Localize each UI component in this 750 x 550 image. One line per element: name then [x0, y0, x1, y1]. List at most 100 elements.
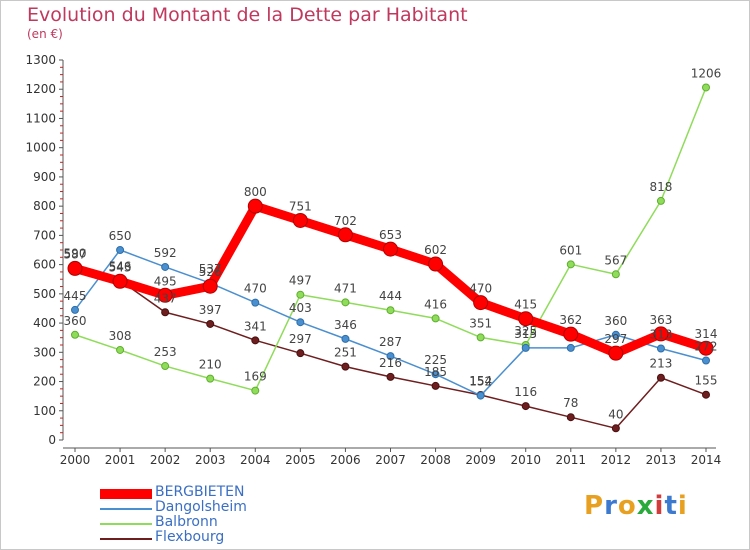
- logo-letter: o: [617, 491, 637, 521]
- y-tick-label: 100: [33, 404, 56, 418]
- data-label: 567: [604, 253, 627, 267]
- legend-item: Flexbourg: [100, 529, 320, 546]
- x-tick-label: 2005: [285, 453, 316, 467]
- data-label: 213: [649, 357, 672, 371]
- x-tick-label: 2004: [240, 453, 271, 467]
- data-point: [116, 345, 125, 354]
- y-tick-label: 1300: [25, 53, 56, 67]
- data-point: [566, 413, 575, 422]
- y-tick-label: 800: [33, 199, 56, 213]
- data-point: [341, 362, 350, 371]
- data-label: 253: [154, 345, 177, 359]
- data-point: [431, 381, 440, 390]
- data-label: 154: [469, 374, 492, 388]
- data-label: 287: [379, 335, 402, 349]
- data-point: [383, 241, 398, 257]
- data-point: [206, 374, 215, 383]
- data-point: [386, 352, 395, 361]
- data-label: 363: [649, 313, 672, 327]
- legend-swatch: [100, 538, 152, 540]
- x-tick-label: 2007: [375, 453, 406, 467]
- data-point: [521, 402, 530, 411]
- data-point: [656, 344, 665, 353]
- data-label: 325: [514, 324, 537, 338]
- x-tick-label: 2013: [646, 453, 677, 467]
- data-point: [341, 298, 350, 307]
- data-label: 360: [64, 314, 87, 328]
- y-tick-label: 1200: [25, 82, 56, 96]
- data-point: [431, 370, 440, 379]
- data-label: 297: [604, 332, 627, 346]
- data-label: 40: [608, 407, 623, 421]
- data-point: [247, 198, 263, 214]
- data-label: 537: [199, 262, 222, 276]
- data-point: [518, 311, 534, 327]
- y-tick-label: 0: [48, 433, 56, 447]
- legend-item: BERGBIETEN: [100, 484, 320, 501]
- data-label: 653: [379, 228, 402, 242]
- data-label: 116: [514, 385, 537, 399]
- data-label: 403: [289, 301, 312, 315]
- data-label: 341: [244, 319, 267, 333]
- x-tick-label: 2000: [60, 453, 91, 467]
- data-point: [698, 340, 714, 356]
- data-point: [656, 373, 665, 382]
- data-label: 308: [109, 329, 132, 343]
- data-label: 587: [64, 247, 87, 261]
- data-label: 155: [695, 374, 718, 388]
- logo-letter: i: [654, 491, 665, 521]
- y-tick-label: 400: [33, 316, 56, 330]
- logo-letter: r: [604, 491, 618, 521]
- legend-label: Balbronn: [155, 514, 218, 530]
- data-point: [566, 343, 575, 352]
- x-tick-label: 2010: [510, 453, 541, 467]
- data-label: 351: [469, 316, 492, 330]
- data-point: [702, 83, 710, 92]
- y-tick-label: 900: [33, 170, 56, 184]
- data-point: [563, 326, 579, 342]
- data-point: [251, 336, 260, 345]
- data-label: 445: [64, 289, 87, 303]
- data-label: 225: [424, 353, 447, 367]
- y-tick-label: 500: [33, 287, 56, 301]
- data-label: 397: [199, 303, 222, 317]
- data-label: 497: [289, 274, 312, 288]
- data-point: [656, 196, 665, 205]
- data-label: 650: [109, 229, 132, 243]
- data-point: [386, 306, 395, 315]
- data-point: [611, 270, 620, 279]
- data-label: 592: [154, 246, 177, 260]
- data-label: 495: [154, 274, 177, 288]
- data-label: 471: [334, 281, 357, 295]
- data-point: [161, 362, 170, 371]
- x-tick-label: 2008: [420, 453, 451, 467]
- data-label: 169: [244, 370, 267, 384]
- data-point: [566, 260, 575, 269]
- data-label: 818: [649, 180, 672, 194]
- data-point: [71, 330, 79, 339]
- data-label: 416: [424, 297, 447, 311]
- data-point: [608, 345, 624, 361]
- logo-letter: P: [584, 491, 605, 521]
- data-point: [157, 287, 173, 303]
- data-label: 297: [289, 332, 312, 346]
- legend-item: Balbronn: [100, 514, 320, 531]
- x-tick-label: 2002: [150, 453, 181, 467]
- x-tick-label: 2009: [465, 453, 496, 467]
- data-point: [161, 262, 170, 271]
- data-label: 1206: [691, 66, 722, 80]
- x-tick-label: 2014: [691, 453, 722, 467]
- data-label: 437: [154, 291, 177, 305]
- data-point: [473, 295, 489, 311]
- legend-label: Dangolsheim: [155, 499, 247, 515]
- proxiti-logo: Proxiti: [584, 491, 688, 521]
- data-point: [296, 290, 305, 299]
- unit-label: (en €): [27, 27, 63, 41]
- legend-swatch: [100, 523, 152, 525]
- data-label: 314: [695, 327, 718, 341]
- data-point: [476, 391, 485, 400]
- x-tick-label: 2006: [330, 453, 361, 467]
- data-label: 251: [334, 346, 357, 360]
- data-point: [202, 278, 218, 294]
